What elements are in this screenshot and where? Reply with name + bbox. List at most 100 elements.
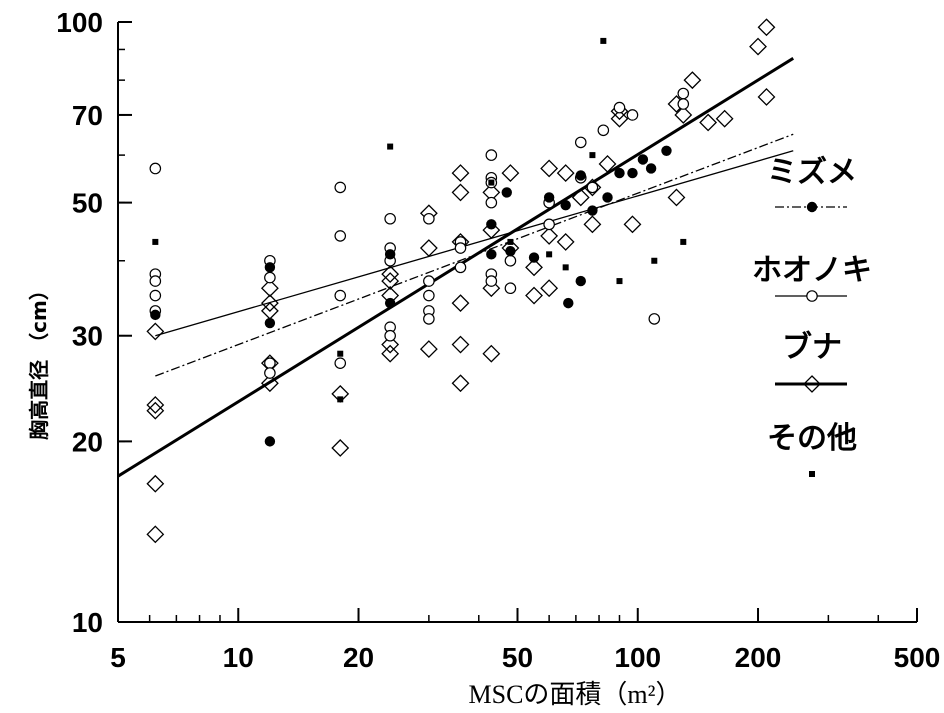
- data-point-series-1: [613, 101, 626, 114]
- data-point-series-3: [488, 179, 495, 186]
- data-point-series-2: [482, 221, 501, 239]
- data-points: [146, 18, 776, 544]
- data-point-series-0: [264, 436, 276, 447]
- data-point-series-0: [150, 309, 161, 321]
- x-tick-label: 10: [223, 642, 254, 673]
- data-point-series-2: [571, 188, 590, 207]
- data-point-series-0: [486, 249, 497, 260]
- data-point-series-2: [749, 37, 767, 56]
- data-point-series-1: [597, 124, 610, 137]
- data-point-series-1: [384, 212, 396, 225]
- data-point-series-3: [387, 143, 394, 150]
- data-point-series-3: [337, 350, 344, 357]
- data-point-series-0: [587, 205, 598, 216]
- y-tick-label: 10: [72, 607, 103, 638]
- data-point-series-2: [683, 71, 702, 90]
- data-point-series-2: [146, 401, 165, 420]
- y-tick-label: 70: [72, 100, 103, 131]
- data-point-series-1: [149, 162, 162, 175]
- data-point-series-2: [451, 294, 470, 313]
- data-point-series-2: [146, 396, 165, 414]
- data-point-series-2: [451, 374, 470, 393]
- data-point-series-1: [423, 275, 435, 287]
- y-tick-label: 100: [56, 7, 103, 38]
- data-point-series-1: [454, 242, 467, 254]
- data-point-series-0: [384, 249, 396, 260]
- data-point-series-2: [556, 232, 575, 251]
- data-point-series-2: [146, 322, 165, 341]
- legend-label-series-0: ミズメ: [767, 155, 857, 190]
- data-point-series-2: [525, 286, 543, 305]
- data-point-series-2: [482, 279, 501, 298]
- x-tick-label: 100: [614, 642, 661, 673]
- data-point-series-0: [637, 154, 649, 165]
- data-point-series-0: [501, 187, 512, 198]
- data-point-series-2: [757, 88, 776, 106]
- data-point-series-3: [546, 251, 553, 258]
- data-point-series-1: [485, 149, 498, 161]
- data-point-series-2: [757, 18, 776, 37]
- data-point-series-2: [381, 335, 400, 354]
- data-point-series-2: [451, 335, 470, 354]
- data-point-series-1: [423, 313, 435, 325]
- data-point-series-2: [451, 164, 470, 183]
- data-point-series-1: [626, 109, 639, 121]
- data-point-series-2: [525, 258, 543, 277]
- data-point-series-1: [334, 357, 347, 369]
- data-point-series-1: [334, 289, 347, 302]
- y-tick-label: 50: [72, 188, 103, 219]
- data-point-series-2: [501, 164, 520, 183]
- data-point-series-2: [583, 215, 602, 234]
- data-point-series-2: [540, 279, 559, 298]
- data-point-series-2: [715, 109, 734, 128]
- data-point-series-2: [260, 279, 279, 298]
- data-point-series-2: [482, 344, 501, 363]
- y-tick-label: 20: [72, 426, 103, 457]
- data-point-series-1: [149, 289, 162, 302]
- fit-line-series-1: [155, 150, 794, 337]
- data-point-series-1: [485, 196, 498, 209]
- y-tick-label: 30: [72, 321, 103, 352]
- legend-marker-series-1: [806, 290, 818, 302]
- data-point-series-2: [381, 265, 400, 284]
- data-point-series-0: [602, 192, 613, 203]
- data-point-series-0: [627, 167, 638, 179]
- data-point-series-1: [334, 230, 347, 242]
- data-point-series-0: [505, 245, 516, 257]
- data-point-series-2: [146, 525, 165, 544]
- data-point-series-2: [146, 474, 165, 493]
- x-tick-label: 500: [894, 642, 941, 673]
- data-point-series-0: [645, 163, 657, 174]
- data-point-series-3: [680, 238, 687, 245]
- x-tick-label: 20: [343, 642, 374, 673]
- data-point-series-3: [562, 264, 569, 271]
- data-point-series-0: [575, 275, 586, 287]
- data-point-series-2: [699, 113, 718, 132]
- data-point-series-2: [381, 344, 400, 363]
- data-point-series-3: [337, 396, 344, 403]
- data-point-series-0: [614, 167, 625, 179]
- data-point-series-3: [507, 238, 514, 245]
- data-point-series-1: [384, 329, 396, 342]
- data-point-series-1: [423, 289, 435, 302]
- data-point-series-0: [264, 317, 276, 329]
- data-point-series-2: [674, 106, 693, 124]
- data-point-series-3: [651, 257, 658, 264]
- data-point-series-2: [260, 294, 279, 313]
- legend-marker-series-0: [806, 201, 818, 213]
- legend-label-series-2: ブナ: [782, 330, 842, 365]
- data-point-series-0: [560, 200, 571, 211]
- data-point-series-1: [423, 212, 435, 225]
- data-point-series-0: [486, 219, 497, 230]
- data-point-series-1: [586, 181, 599, 194]
- data-point-series-1: [504, 254, 517, 267]
- data-point-series-2: [598, 155, 617, 173]
- y-axis-title: 胸高直径 （cm）: [27, 280, 51, 440]
- data-point-series-2: [540, 159, 559, 178]
- x-tick-label: 5: [110, 642, 126, 673]
- data-point-series-1: [677, 98, 690, 110]
- data-point-series-2: [610, 109, 629, 128]
